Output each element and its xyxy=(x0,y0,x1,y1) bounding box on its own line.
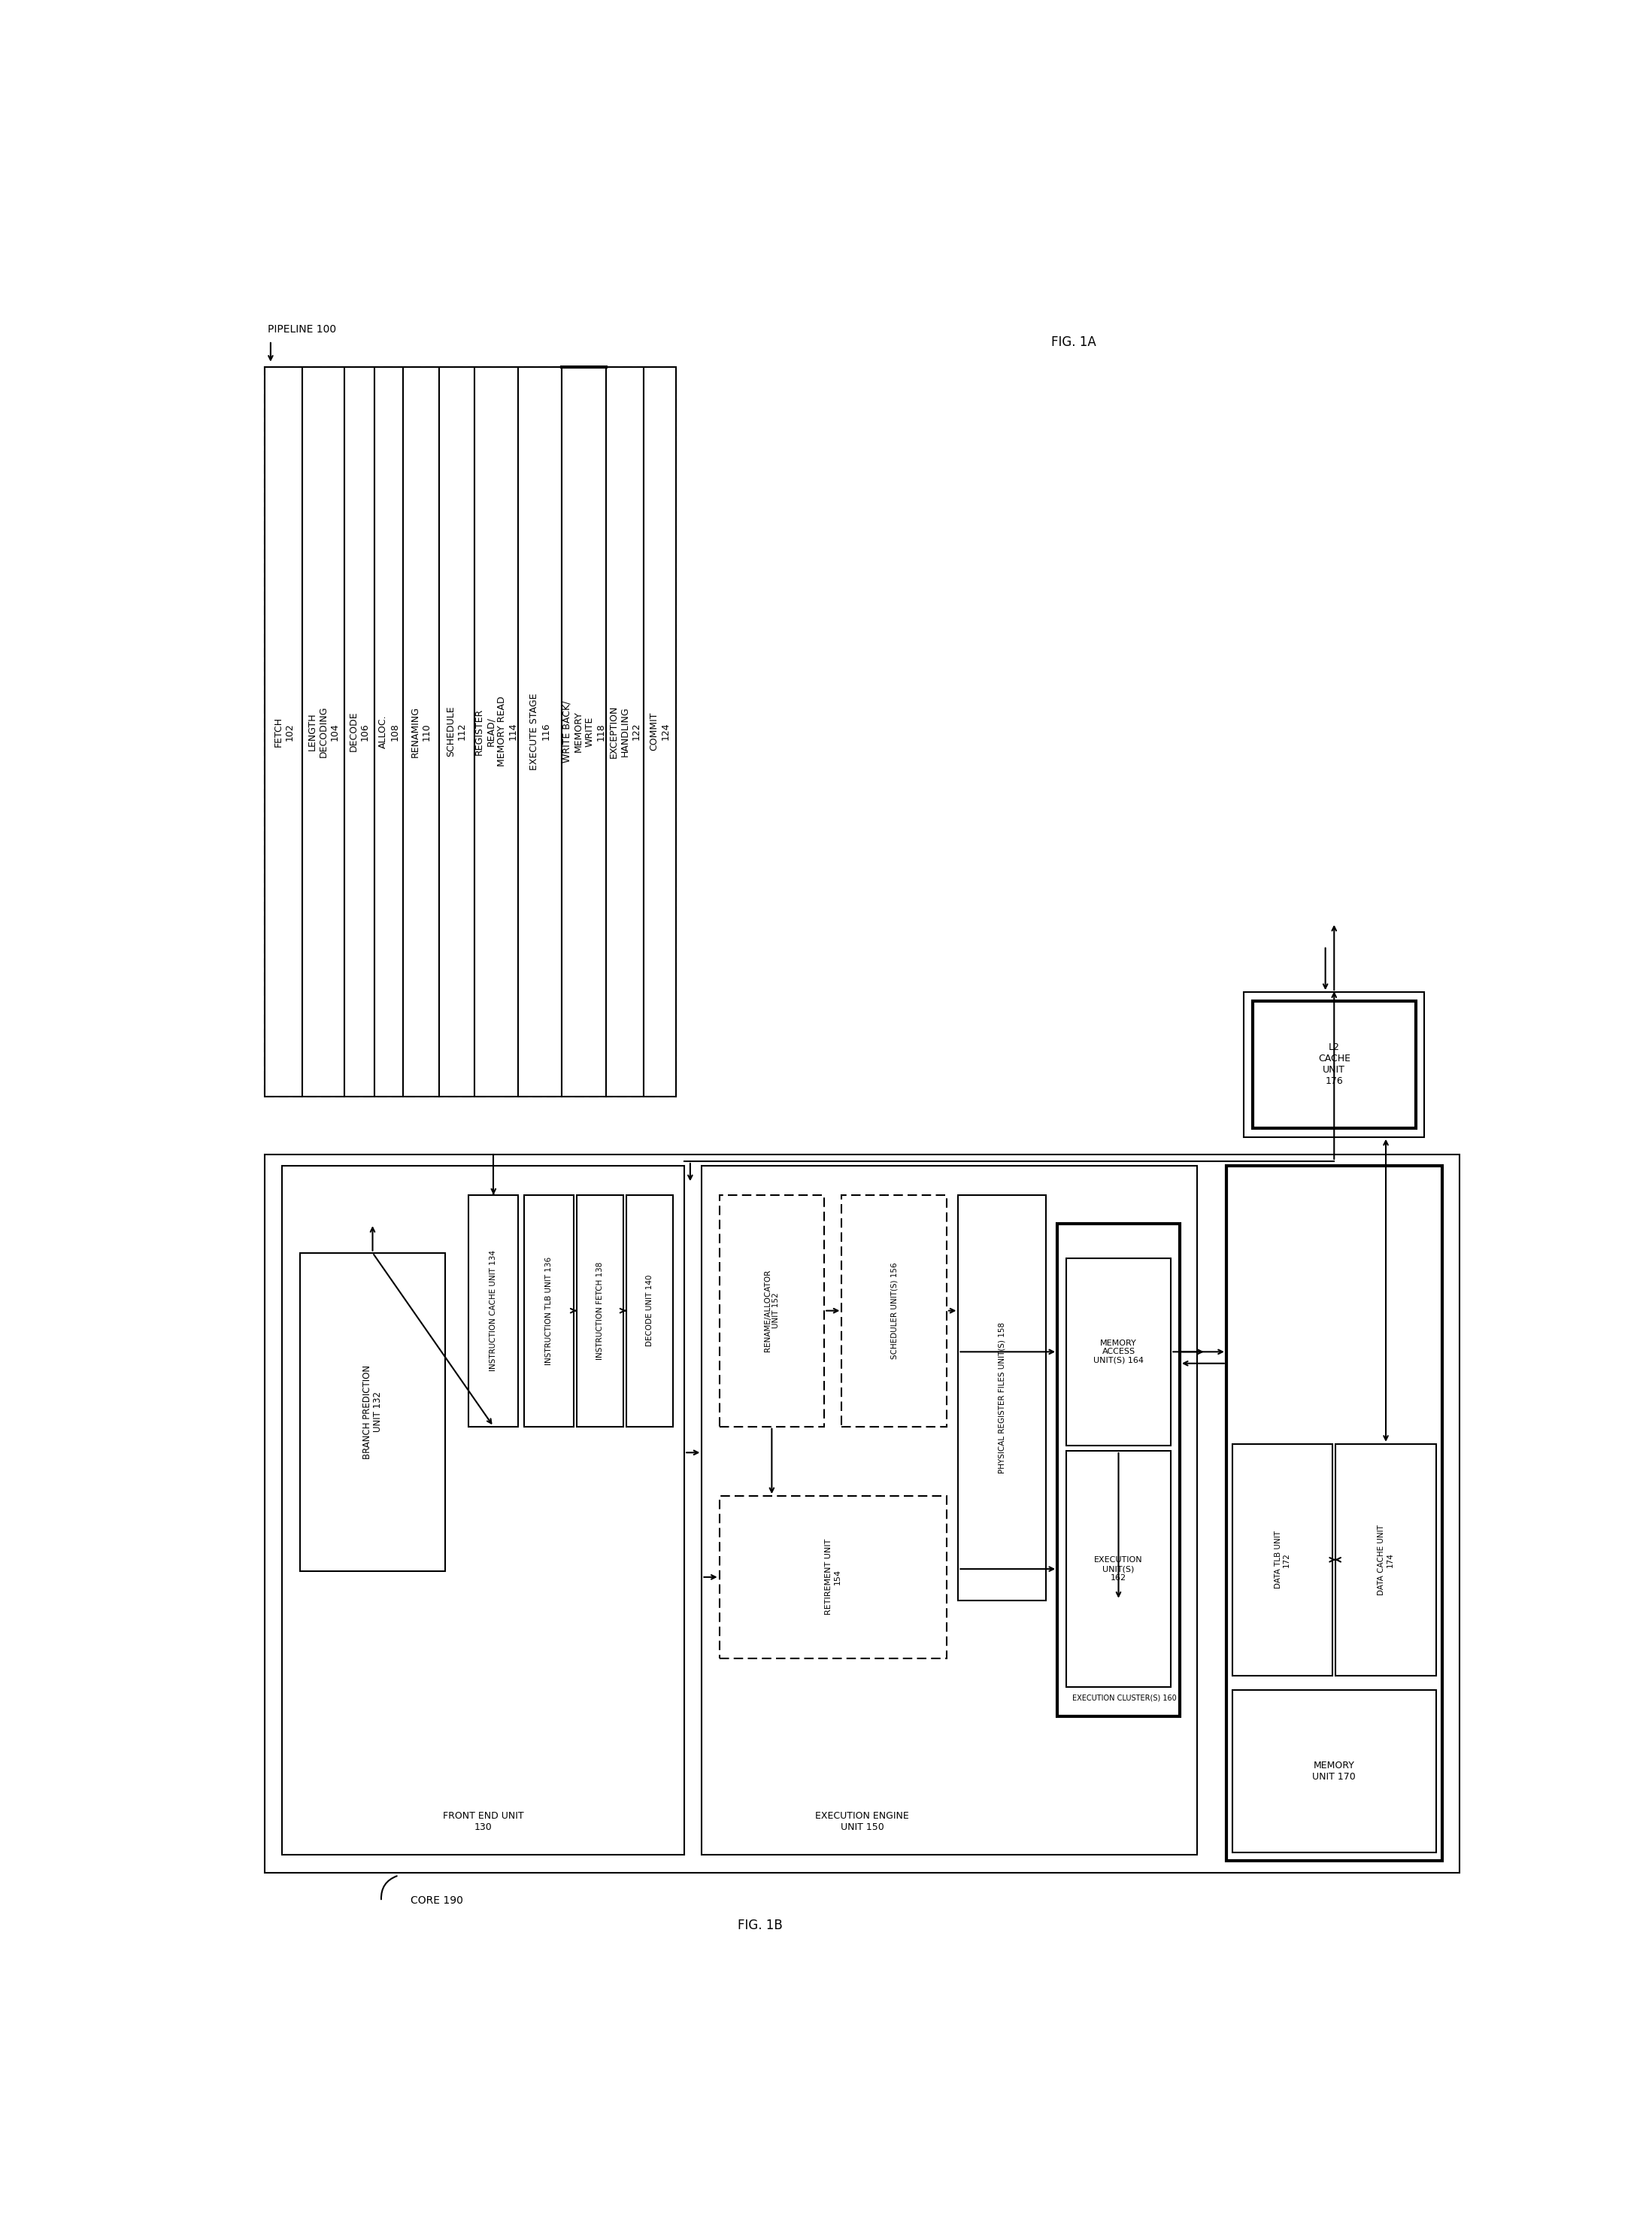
Text: DATA CACHE UNIT
174: DATA CACHE UNIT 174 xyxy=(1378,1524,1394,1595)
Text: DECODE UNIT 140: DECODE UNIT 140 xyxy=(646,1275,653,1346)
Text: DECODE
106: DECODE 106 xyxy=(349,711,370,751)
Bar xyxy=(474,366,519,1097)
Text: LENGTH
DECODING
104: LENGTH DECODING 104 xyxy=(307,706,340,757)
Text: EXECUTE STAGE
116: EXECUTE STAGE 116 xyxy=(530,693,550,771)
Bar xyxy=(403,366,439,1097)
Text: SCHEDULE
112: SCHEDULE 112 xyxy=(446,706,468,757)
Bar xyxy=(299,1253,446,1570)
Text: BRANCH PREDICTION
UNIT 132: BRANCH PREDICTION UNIT 132 xyxy=(362,1366,383,1459)
Text: CORE 190: CORE 190 xyxy=(410,1895,463,1906)
Bar xyxy=(1226,1166,1442,1861)
Bar xyxy=(1232,1690,1436,1852)
Bar xyxy=(843,1195,947,1426)
Text: FETCH
102: FETCH 102 xyxy=(273,717,294,746)
Bar xyxy=(702,1166,1198,1855)
Bar xyxy=(264,366,676,1097)
Text: DATA TLB UNIT
172: DATA TLB UNIT 172 xyxy=(1274,1530,1290,1588)
Bar xyxy=(264,1155,1459,1872)
Text: PHYSICAL REGISTER FILES UNIT(S) 158: PHYSICAL REGISTER FILES UNIT(S) 158 xyxy=(998,1321,1006,1473)
Bar xyxy=(1232,1444,1333,1675)
Bar xyxy=(562,366,606,1097)
Bar xyxy=(1066,1259,1171,1446)
Bar xyxy=(606,366,644,1097)
Bar xyxy=(958,1195,1046,1601)
Bar xyxy=(626,1195,672,1426)
Text: WRITE BACK/
MEMORY
WRITE
118: WRITE BACK/ MEMORY WRITE 118 xyxy=(562,700,606,762)
Text: EXECUTION CLUSTER(S) 160: EXECUTION CLUSTER(S) 160 xyxy=(1072,1695,1176,1701)
Bar xyxy=(1244,993,1424,1137)
Bar xyxy=(524,1195,573,1426)
Text: REGISTER
READ/
MEMORY READ
114: REGISTER READ/ MEMORY READ 114 xyxy=(474,697,519,766)
Text: MEMORY
ACCESS
UNIT(S) 164: MEMORY ACCESS UNIT(S) 164 xyxy=(1094,1339,1143,1364)
Bar xyxy=(1066,1450,1171,1688)
Text: COMMIT
124: COMMIT 124 xyxy=(649,713,671,751)
Bar xyxy=(644,366,676,1097)
Bar xyxy=(469,1195,519,1426)
Text: PIPELINE 100: PIPELINE 100 xyxy=(268,324,337,335)
Text: MEMORY
UNIT 170: MEMORY UNIT 170 xyxy=(1312,1761,1356,1781)
Text: FRONT END UNIT
130: FRONT END UNIT 130 xyxy=(443,1810,524,1832)
Text: INSTRUCTION TLB UNIT 136: INSTRUCTION TLB UNIT 136 xyxy=(545,1257,553,1366)
Text: EXCEPTION
HANDLING
122: EXCEPTION HANDLING 122 xyxy=(610,704,641,757)
Text: FIG. 1A: FIG. 1A xyxy=(1051,335,1097,349)
Bar xyxy=(302,366,344,1097)
Bar xyxy=(577,1195,623,1426)
Text: INSTRUCTION FETCH 138: INSTRUCTION FETCH 138 xyxy=(596,1262,603,1359)
Text: INSTRUCTION CACHE UNIT 134: INSTRUCTION CACHE UNIT 134 xyxy=(489,1250,497,1370)
Bar xyxy=(282,1166,684,1855)
Text: ALLOC.
108: ALLOC. 108 xyxy=(378,715,400,748)
Text: SCHEDULER UNIT(S) 156: SCHEDULER UNIT(S) 156 xyxy=(890,1262,899,1359)
Bar xyxy=(1252,1002,1416,1128)
Text: RENAMING
110: RENAMING 110 xyxy=(411,706,431,757)
Bar xyxy=(1057,1224,1180,1717)
Bar xyxy=(719,1497,947,1659)
Bar xyxy=(375,366,403,1097)
Bar xyxy=(344,366,375,1097)
Text: EXECUTION ENGINE
UNIT 150: EXECUTION ENGINE UNIT 150 xyxy=(814,1810,909,1832)
Bar xyxy=(264,366,302,1097)
Text: FIG. 1B: FIG. 1B xyxy=(738,1919,783,1932)
Text: EXECUTION
UNIT(S)
162: EXECUTION UNIT(S) 162 xyxy=(1094,1557,1143,1581)
Bar xyxy=(719,1195,824,1426)
Bar xyxy=(439,366,474,1097)
Text: L2
CACHE
UNIT
176: L2 CACHE UNIT 176 xyxy=(1318,1042,1350,1086)
Text: RENAME/ALLOCATOR
UNIT 152: RENAME/ALLOCATOR UNIT 152 xyxy=(763,1270,780,1353)
Text: RETIREMENT UNIT
154: RETIREMENT UNIT 154 xyxy=(824,1539,841,1615)
Bar xyxy=(519,366,562,1097)
Bar xyxy=(1335,1444,1436,1675)
